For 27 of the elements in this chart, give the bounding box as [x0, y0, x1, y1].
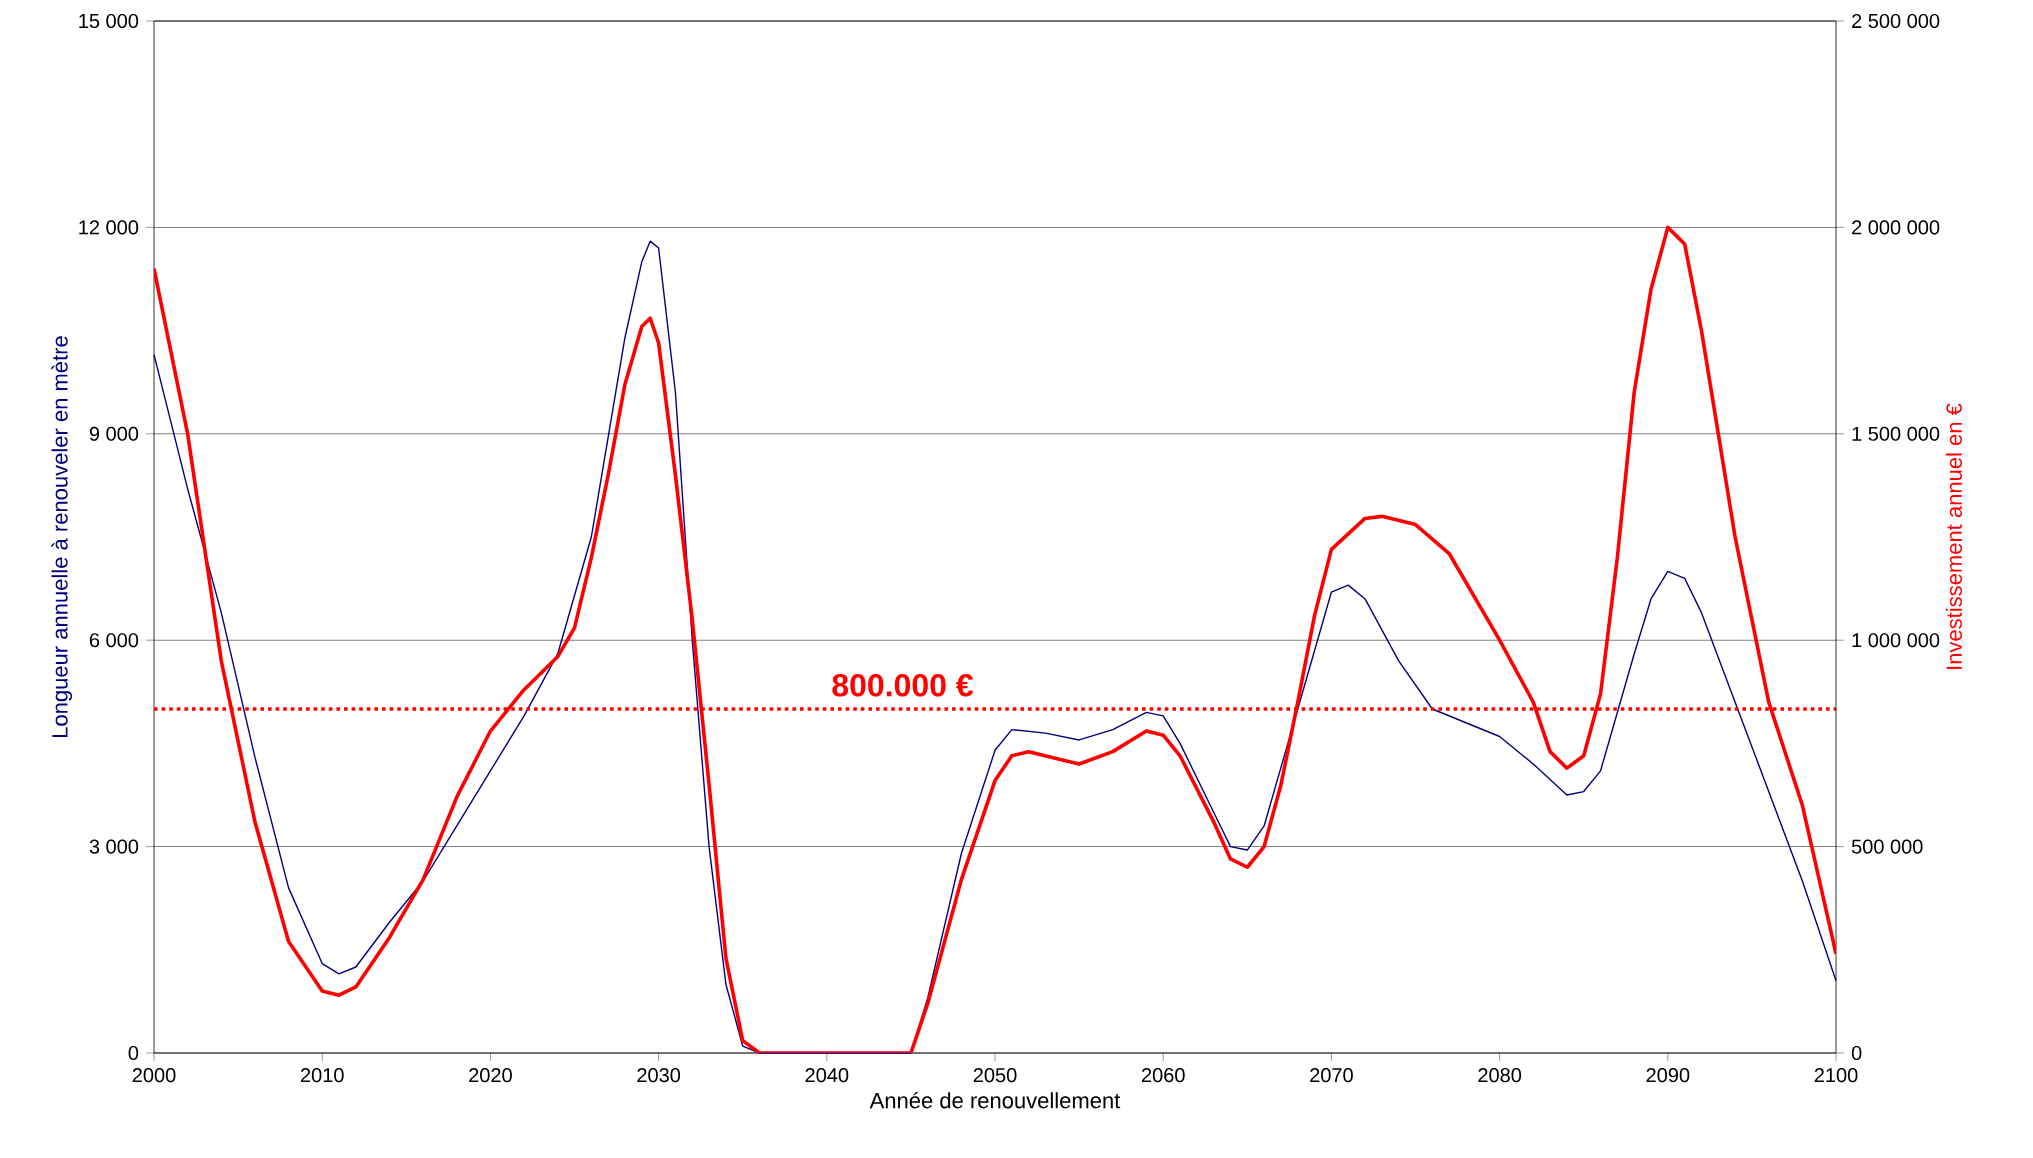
ref-line-label: 800.000 €	[832, 673, 974, 697]
y2-tick-label: 1 000 000	[1852, 633, 1940, 648]
x-tick-label: 2030	[637, 1068, 681, 1083]
x-tick-label: 2050	[973, 1068, 1017, 1083]
x-tick-label: 2010	[300, 1068, 344, 1083]
y2-tick-label: 500 000	[1851, 839, 1923, 854]
x-tick-label: 2090	[1646, 1068, 1690, 1083]
y-tick-label: 12 000	[79, 220, 139, 235]
y2-tick-label: 2 000 000	[1852, 220, 1940, 235]
x-axis-title: Année de renouvellement	[869, 1091, 1121, 1109]
y2-tick-label: 0	[1851, 1045, 1862, 1061]
y-tick-label: 0	[128, 1045, 139, 1061]
y-tick-label: 3 000	[89, 839, 139, 854]
x-tick-label: 2100	[1814, 1068, 1858, 1083]
x-tick-label: 2070	[1310, 1068, 1353, 1083]
x-tick-label: 2000	[132, 1068, 176, 1083]
x-tick-label: 2040	[805, 1068, 849, 1083]
y-axis-title: Longueur annuelle à renouveler en mètre	[51, 336, 73, 737]
y-tick-label: 6 000	[89, 633, 139, 648]
y-tick-label: 9 000	[89, 426, 139, 441]
x-tick-label: 2060	[1141, 1068, 1185, 1083]
y2-axis-title: Investissement annuel en €	[1945, 403, 1962, 669]
y2-tick-label: 1 500 000	[1852, 426, 1940, 441]
x-tick-label: 2080	[1478, 1068, 1522, 1083]
y2-tick-label: 2 500 000	[1852, 13, 1940, 29]
x-tick-label: 2020	[469, 1068, 512, 1083]
y-tick-label: 15 000	[79, 13, 139, 29]
